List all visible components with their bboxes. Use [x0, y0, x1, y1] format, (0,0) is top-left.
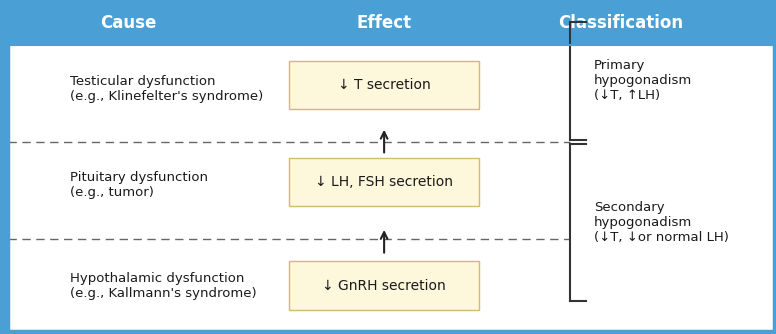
Text: Primary
hypogonadism
(↓T, ↑LH): Primary hypogonadism (↓T, ↑LH) [594, 59, 692, 102]
Text: Effect: Effect [356, 14, 412, 31]
FancyBboxPatch shape [289, 61, 479, 109]
Text: Testicular dysfunction
(e.g., Klinefelter's syndrome): Testicular dysfunction (e.g., Klinefelte… [70, 74, 263, 103]
FancyBboxPatch shape [289, 158, 479, 206]
Text: Classification: Classification [558, 14, 684, 31]
Text: ↓ GnRH secretion: ↓ GnRH secretion [322, 279, 446, 293]
Text: Cause: Cause [100, 14, 156, 31]
FancyBboxPatch shape [289, 261, 479, 310]
Text: Pituitary dysfunction
(e.g., tumor): Pituitary dysfunction (e.g., tumor) [70, 171, 208, 199]
Text: Secondary
hypogonadism
(↓T, ↓or normal LH): Secondary hypogonadism (↓T, ↓or normal L… [594, 201, 729, 243]
Bar [8, 0, 774, 45]
Text: ↓ LH, FSH secretion: ↓ LH, FSH secretion [315, 175, 453, 189]
Text: ↓ T secretion: ↓ T secretion [338, 78, 431, 92]
Text: Hypothalamic dysfunction
(e.g., Kallmann's syndrome): Hypothalamic dysfunction (e.g., Kallmann… [70, 272, 256, 300]
